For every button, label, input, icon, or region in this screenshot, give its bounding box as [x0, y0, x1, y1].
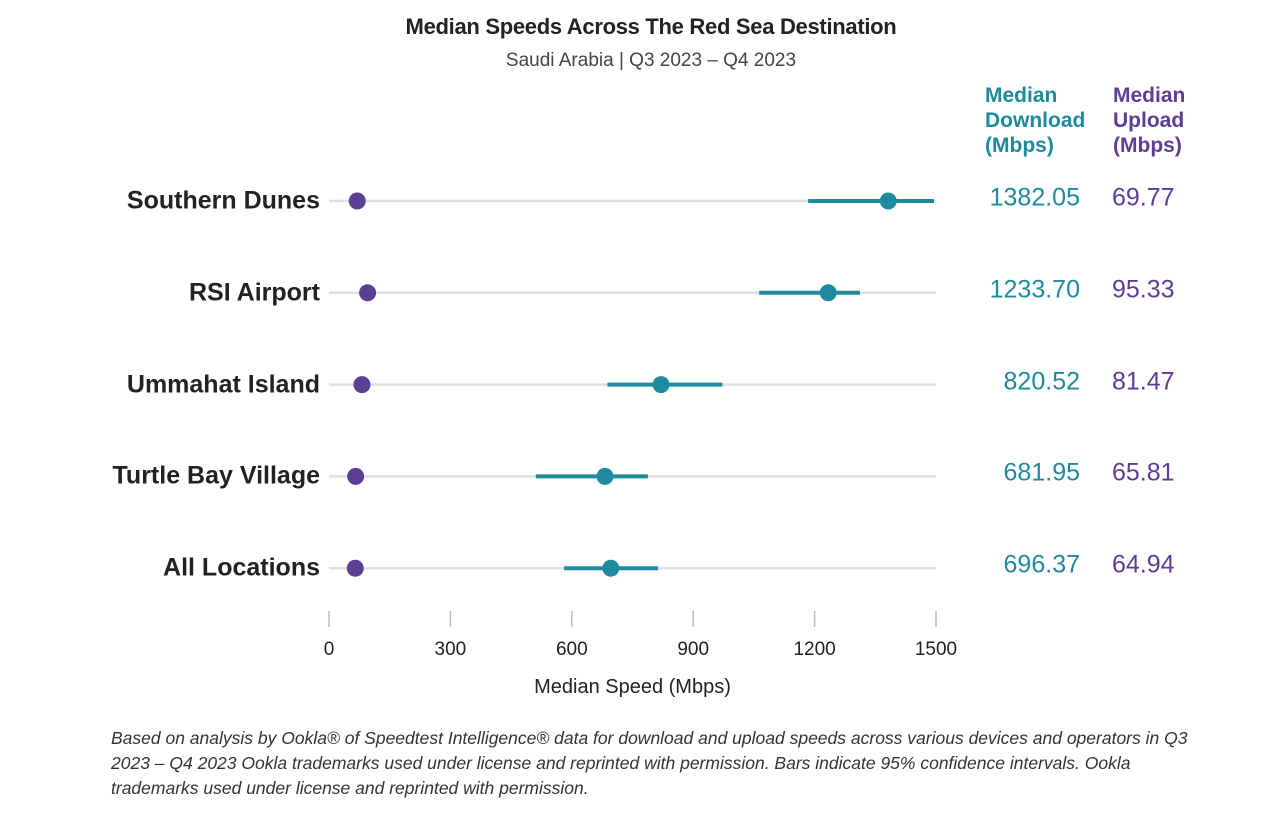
category-label: Turtle Bay Village — [112, 461, 320, 490]
download-header-line: (Mbps) — [985, 134, 1054, 157]
download-value: 1382.05 — [989, 183, 1080, 212]
x-tick-label: 1500 — [915, 639, 957, 660]
upload-value: 81.47 — [1112, 367, 1175, 396]
upload-column-header: Median Upload (Mbps) — [1113, 83, 1185, 158]
download-header-line: Download — [985, 109, 1086, 132]
category-label: All Locations — [163, 553, 320, 582]
upload-header-line: Median — [1113, 84, 1186, 107]
upload-value: 64.94 — [1112, 550, 1175, 579]
upload-point — [359, 284, 377, 302]
category-label: RSI Airport — [188, 278, 320, 307]
upload-value: 65.81 — [1112, 458, 1175, 487]
upload-point — [346, 559, 364, 577]
x-tick-label: 900 — [677, 639, 709, 660]
download-point — [652, 376, 670, 394]
upload-header-line: Upload — [1113, 109, 1185, 132]
download-point — [596, 467, 614, 485]
chart-subtitle: Saudi Arabia | Q3 2023 – Q4 2023 — [505, 50, 797, 71]
download-point — [602, 559, 620, 577]
x-tick-label: 300 — [435, 639, 467, 660]
x-axis-label: Median Speed (Mbps) — [534, 676, 731, 698]
download-point — [879, 192, 897, 210]
download-column-header: Median Download (Mbps) — [985, 83, 1085, 158]
download-value: 1233.70 — [989, 275, 1080, 304]
download-header-line: Median — [985, 84, 1058, 107]
x-tick-label: 0 — [324, 639, 335, 660]
download-point — [819, 284, 837, 302]
upload-header-line: (Mbps) — [1113, 134, 1182, 157]
x-tick-label: 1200 — [793, 639, 835, 660]
download-value: 681.95 — [1003, 458, 1080, 487]
download-value: 696.37 — [1003, 550, 1080, 579]
category-label: Southern Dunes — [126, 186, 320, 215]
upload-point — [348, 192, 366, 210]
upload-point — [347, 467, 365, 485]
upload-value: 95.33 — [1112, 275, 1175, 304]
footnote: Based on analysis by Ookla® of Speedtest… — [111, 728, 1188, 798]
x-tick-label: 600 — [556, 639, 588, 660]
upload-point — [353, 376, 371, 394]
category-label: Ummahat Island — [126, 370, 320, 399]
upload-value: 69.77 — [1112, 183, 1175, 212]
download-value: 820.52 — [1003, 367, 1080, 396]
chart-title: Median Speeds Across The Red Sea Destina… — [405, 14, 897, 39]
